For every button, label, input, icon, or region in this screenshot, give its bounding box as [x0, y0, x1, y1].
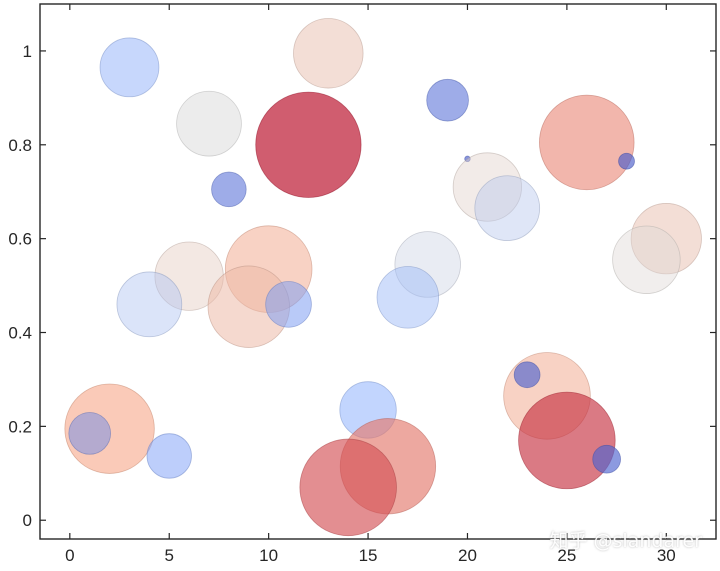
y-tick-label: 0.6	[8, 230, 32, 249]
bubble	[299, 438, 397, 537]
bubble	[265, 281, 312, 328]
x-tick-label: 20	[458, 546, 477, 565]
y-tick-label: 0.8	[8, 136, 32, 155]
y-tick-label: 0.4	[8, 324, 32, 343]
bubble	[255, 91, 362, 198]
x-tick-labels: 0 5 10 15 20 25 30	[65, 546, 676, 565]
bubble	[518, 391, 616, 490]
watermark: 知乎 @slandarer	[549, 530, 702, 552]
x-tick-label: 0	[65, 546, 74, 565]
bubble	[68, 412, 111, 455]
y-tick-label: 0.2	[8, 417, 32, 436]
x-tick-label: 25	[557, 546, 576, 565]
axes-box	[39, 3, 717, 540]
tick-layer	[40, 4, 716, 539]
bubble	[474, 175, 541, 241]
y-tick-label: 1	[23, 42, 32, 61]
bubble	[618, 152, 635, 170]
bubble	[116, 271, 183, 338]
bubble	[293, 18, 364, 89]
x-tick-label: 15	[359, 546, 378, 565]
bubble	[452, 152, 522, 222]
bubble	[539, 94, 635, 191]
x-tick-label: 30	[657, 546, 676, 565]
bubble	[426, 78, 469, 122]
bubble	[146, 433, 192, 479]
x-tick-label: 5	[165, 546, 174, 565]
bubble	[612, 225, 681, 294]
bubble	[376, 266, 440, 329]
bubble	[176, 90, 242, 157]
bubble	[211, 171, 247, 208]
x-tick-label: 10	[259, 546, 278, 565]
bubble	[99, 37, 160, 98]
y-tick-label: 0	[23, 511, 32, 530]
bubble	[630, 203, 702, 275]
bubble	[513, 361, 541, 389]
bubble-layer	[64, 18, 702, 537]
bubble	[592, 444, 621, 474]
y-tick-labels: 0 0.2 0.4 0.6 0.8 1	[8, 42, 32, 530]
